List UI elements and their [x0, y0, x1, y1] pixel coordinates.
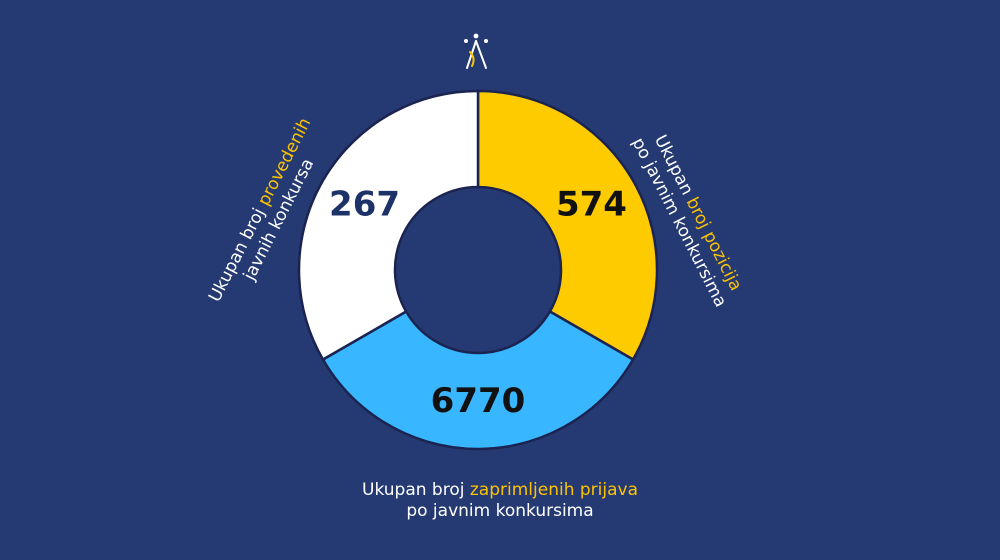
value-positions: 574: [556, 185, 627, 225]
label-applications: Ukupan broj zaprimljenih prijava po javn…: [362, 480, 638, 522]
label-applications-line2: po javnim konkursima: [406, 501, 594, 521]
slice-positions: [476, 89, 659, 362]
slice-applications: [321, 309, 635, 451]
slice-held-competitions: [297, 89, 480, 362]
label-applications-plain: Ukupan broj: [362, 480, 470, 500]
label-applications-highlight: zaprimljenih prijava: [469, 480, 638, 500]
value-applications: 6770: [431, 381, 526, 421]
value-held-competitions: 267: [329, 185, 400, 225]
three-figures-logo-icon: [464, 33, 488, 69]
